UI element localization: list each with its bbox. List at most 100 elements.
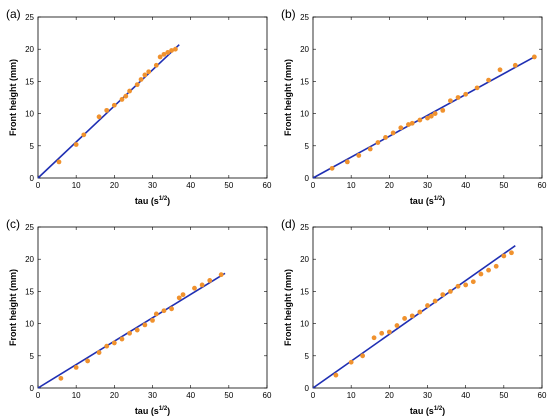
y-tick-label: 5 <box>30 352 35 361</box>
x-axis-title: tau (s1/2) <box>410 196 445 206</box>
x-axis-title: tau (s1/2) <box>135 196 170 206</box>
data-point <box>360 353 366 359</box>
data-point <box>509 250 514 256</box>
data-point <box>111 340 117 346</box>
data-point <box>142 322 148 328</box>
panel-label: (d) <box>281 217 296 231</box>
x-tick-label: 60 <box>538 391 547 400</box>
x-tick-label: 0 <box>311 391 316 400</box>
y-tick-label: 25 <box>25 13 34 22</box>
y-tick-label: 20 <box>25 255 34 264</box>
fit-line <box>37 272 226 389</box>
data-point <box>417 117 423 123</box>
x-tick-label: 40 <box>461 391 470 400</box>
x-tick-label: 20 <box>110 181 119 190</box>
data-point <box>486 77 491 83</box>
x-tick-label: 50 <box>499 181 508 190</box>
y-tick-label: 0 <box>30 174 35 183</box>
chart-svg-b: 0 10 20 30 40 50 60 0 5 10 15 20 25 tau (s1/2) Front h… <box>281 7 547 206</box>
data-point <box>394 323 400 328</box>
chart-svg-c: 0 10 20 30 40 50 60 0 5 10 15 20 25 tau (s1/2) Front h… <box>6 217 272 416</box>
x-tick-label: 60 <box>263 391 272 400</box>
data-point <box>96 350 102 355</box>
x-axis-title: tau (s1/2) <box>135 406 170 416</box>
x-axis-title: tau (s1/2) <box>410 406 445 416</box>
x-tick-label: 50 <box>499 391 508 400</box>
data-point <box>207 278 213 283</box>
x-tick-label: 0 <box>311 181 316 190</box>
data-point <box>432 298 438 304</box>
data-point <box>104 107 110 113</box>
data-point <box>486 267 491 273</box>
data-point <box>85 358 91 364</box>
x-tick-label: 0 <box>36 391 41 400</box>
y-tick-label: 15 <box>300 287 309 296</box>
data-point <box>425 115 430 121</box>
data-point <box>199 282 205 288</box>
x-tick-label: 10 <box>72 391 81 400</box>
x-tick-label: 30 <box>148 181 157 190</box>
x-tick-label: 40 <box>186 181 195 190</box>
y-tick-label: 15 <box>300 77 309 86</box>
panel-label: (c) <box>6 217 20 231</box>
data-point <box>493 263 499 269</box>
data-point <box>440 107 446 113</box>
y-tick-label: 5 <box>305 142 310 151</box>
y-tick-label: 5 <box>30 142 35 151</box>
data-point <box>333 372 339 378</box>
data-point <box>169 306 174 312</box>
y-tick-label: 10 <box>25 110 34 119</box>
data-point <box>134 82 140 88</box>
data-point <box>142 72 148 78</box>
x-tick-label: 0 <box>36 181 41 190</box>
chart-panel-d: 0 10 20 30 40 50 60 0 5 10 15 20 25 tau (s1/2) Front h… <box>275 210 550 420</box>
data-point <box>180 292 186 298</box>
data-point <box>161 51 167 57</box>
data-point <box>218 272 224 278</box>
data-point <box>81 132 87 138</box>
data-point <box>375 140 381 145</box>
data-point <box>417 309 423 315</box>
data-point <box>463 282 469 288</box>
data-point <box>531 54 537 60</box>
x-tick-label: 20 <box>110 391 119 400</box>
chart-panel-c: 0 10 20 30 40 50 60 0 5 10 15 20 25 tau (s1/2) Front h… <box>0 210 275 420</box>
data-point <box>448 289 453 294</box>
y-tick-label: 20 <box>300 255 309 264</box>
data-point <box>344 159 350 165</box>
x-tick-label: 50 <box>224 181 233 190</box>
data-point <box>56 159 62 165</box>
data-point <box>474 85 480 91</box>
data-point <box>440 292 446 298</box>
data-point <box>153 311 159 317</box>
data-point <box>497 67 503 73</box>
data-point <box>478 271 484 277</box>
y-axis-title: Front height (mm) <box>8 269 18 346</box>
data-point <box>402 316 407 321</box>
x-tick-label: 60 <box>263 181 272 190</box>
y-tick-label: 0 <box>305 384 310 393</box>
panel-label: (b) <box>281 7 296 21</box>
data-point <box>383 135 388 140</box>
x-tick-label: 30 <box>423 181 432 190</box>
data-point <box>173 46 178 52</box>
data-point <box>455 95 461 100</box>
data-point <box>406 122 411 127</box>
data-point <box>432 111 438 116</box>
data-point <box>153 62 159 68</box>
data-point <box>448 98 453 104</box>
data-point <box>138 77 144 82</box>
data-point <box>371 335 377 341</box>
y-tick-label: 25 <box>25 223 34 232</box>
y-axis-title: Front height (mm) <box>283 59 293 136</box>
data-point <box>161 308 167 314</box>
data-point <box>157 54 163 60</box>
data-point <box>134 327 140 333</box>
chart-panel-b: 0 10 20 30 40 50 60 0 5 10 15 20 25 tau (s1/2) Front h… <box>275 0 550 210</box>
y-tick-label: 20 <box>300 45 309 54</box>
chart-svg-a: 0 10 20 30 40 50 60 0 5 10 15 20 25 tau (s1/2) Front h… <box>6 7 272 206</box>
data-point <box>455 283 461 289</box>
data-point <box>425 303 430 308</box>
data-point <box>348 359 354 365</box>
data-point <box>386 329 392 335</box>
